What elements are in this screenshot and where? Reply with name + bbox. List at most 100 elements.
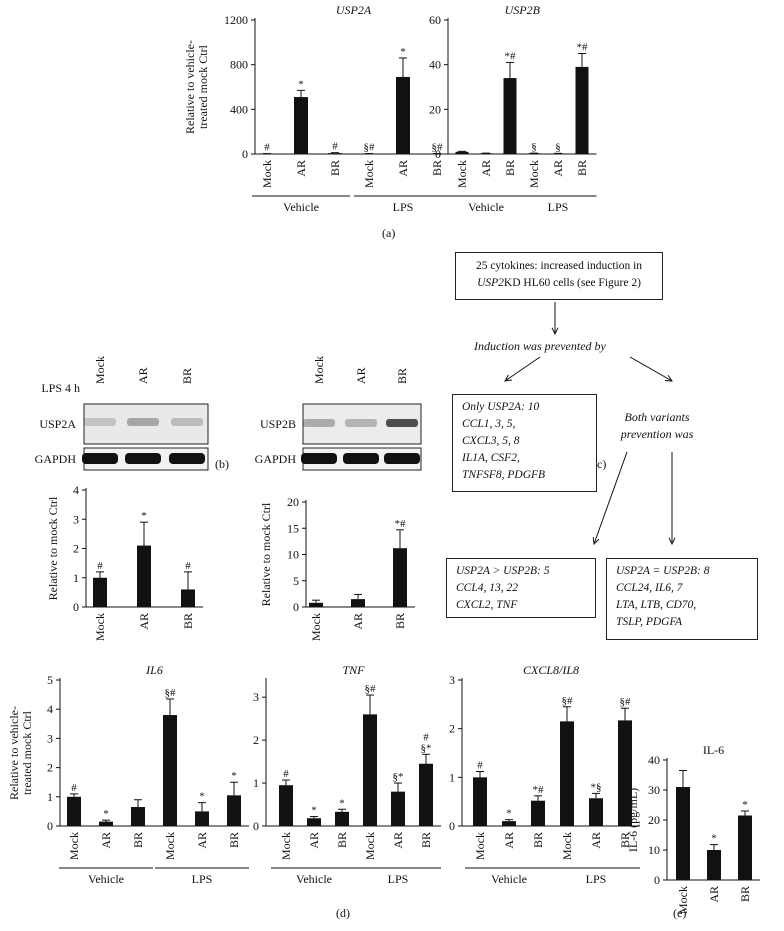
significance-marker: #: [423, 731, 429, 743]
bar: [279, 785, 293, 826]
significance-marker: *: [199, 791, 205, 803]
western-blots: LPS 4 h Mock Mock AR AR BR BR USP2A GAPDH USP2B GA…: [35, 356, 422, 471]
flow-both-line1: Both variants: [624, 410, 690, 424]
flow-only-line: Only USP2A: 10: [462, 401, 540, 413]
flow-arrowhead: [668, 537, 676, 546]
significance-marker: #: [97, 560, 103, 572]
bar: [479, 153, 493, 154]
group-label: LPS: [548, 200, 569, 214]
y-tick-label: 40: [648, 753, 660, 767]
flow-eq-line: LTA, LTB, CD70,: [616, 599, 697, 611]
bar: [137, 545, 151, 607]
chart-title: IL-6: [703, 743, 724, 757]
x-tick-label: BR: [393, 613, 407, 629]
x-tick-label: Mock: [560, 832, 574, 860]
y-tick-label: 800: [230, 58, 248, 72]
flow-arrow: [504, 356, 541, 382]
blot-band: [303, 419, 335, 427]
y-tick-label: 10: [287, 548, 299, 562]
flow-only-line: TNFSF8, PDGFB: [462, 469, 546, 481]
significance-marker: *: [400, 46, 406, 58]
flow-both-line2: prevention was: [620, 427, 694, 441]
bar: [455, 151, 469, 154]
flow-eq-box: USP2A = USP2B: 8 CCL24, IL6, 7 LTA, LTB,…: [606, 558, 758, 640]
flow-top-line2: USP2KD HL60 cells (see Figure 2): [456, 275, 662, 292]
x-tick-label: AR: [479, 160, 493, 177]
flow-arrowhead: [504, 374, 512, 382]
flow-prevented-label: Induction was prevented by: [474, 339, 606, 353]
x-tick-label: BR: [575, 160, 589, 176]
x-tick-label: AR: [307, 832, 321, 849]
x-tick-label: Mock: [67, 832, 81, 860]
significance-marker: #: [71, 782, 77, 794]
significance-marker: *: [103, 808, 109, 820]
panel-label-e: (e): [673, 906, 687, 920]
blot-row-label: GAPDH: [35, 452, 77, 466]
x-tick-label: Mock: [362, 160, 376, 188]
x-tick-label: AR: [137, 613, 151, 630]
blot-band: [82, 453, 118, 464]
x-tick-label: BR: [618, 832, 632, 848]
y-axis-label: Relative to mock Ctrl: [259, 502, 273, 606]
x-tick-label: Mock: [93, 613, 107, 641]
panel-label-a: (a): [382, 226, 396, 240]
x-tick-label: Mock: [163, 832, 177, 860]
flow-top-line2-rest: KD HL60 cells (see Figure 2): [503, 277, 641, 289]
flow-arrow: [593, 451, 628, 545]
chart-title: USP2B: [505, 3, 541, 17]
significance-marker: *: [141, 510, 147, 522]
x-tick-label: BR: [328, 160, 342, 176]
y-tick-label: 0: [654, 873, 660, 887]
y-tick-label: 1: [253, 776, 259, 790]
bar: [618, 720, 632, 826]
x-tick-label: AR: [707, 886, 721, 903]
y-axis-label: Relative to vehicle-: [7, 706, 21, 800]
significance-marker: *: [742, 799, 748, 811]
flow-gt-box: USP2A > USP2B: 5 CCL4, 13, 22 CXCL2, TNF: [446, 558, 596, 618]
x-tick-label: Mock: [279, 832, 293, 860]
y-tick-label: 1: [73, 571, 79, 585]
y-tick-label: 0: [253, 819, 259, 833]
chart-e1: 0 10 20 30 40 IL-6 IL-6 (pg/mL) Mock * AR * BR: [626, 743, 760, 914]
chart-title: TNF: [342, 663, 365, 677]
chart-b2: 0 5 10 15 20 Relative to mock Ctrl Mock AR *# BR: [259, 495, 415, 641]
blot-lane-label: BR: [180, 368, 194, 384]
bar: [503, 78, 517, 154]
significance-marker: #: [264, 142, 270, 154]
bar: [294, 97, 308, 154]
flow-eq-line: CCL24, IL6, 7: [616, 582, 683, 594]
chart-title: IL6: [145, 663, 163, 677]
blot-lane-label: Mock: [312, 356, 326, 384]
bar: [707, 850, 721, 880]
flow-both-label: Both variants prevention was: [612, 409, 702, 443]
bar: [589, 798, 603, 826]
x-tick-label: BR: [227, 832, 241, 848]
bar: [163, 715, 177, 826]
y-tick-label: 1: [47, 790, 53, 804]
significance-marker: #: [185, 560, 191, 572]
blot-frame-usp2a: [83, 403, 209, 445]
chart-d3: 0 1 2 3 CXCL8/IL8 # Mock * AR *# BR §# Mock *§ AR §# BR V…: [449, 663, 640, 886]
x-tick-label: AR: [589, 832, 603, 849]
flow-only-line: IL1A, CSF2,: [462, 452, 520, 464]
significance-marker: §#: [165, 687, 177, 699]
bar: [363, 714, 377, 826]
bar: [676, 787, 690, 880]
y-tick-label: 2: [47, 761, 53, 775]
x-tick-label: Mock: [363, 832, 377, 860]
chart-title: USP2A: [336, 3, 372, 17]
y-tick-label: 4: [47, 702, 53, 716]
y-axis-label: Relative to vehicle-: [183, 40, 197, 134]
blot-row-label: USP2B: [260, 417, 296, 431]
chart-d1: 0 1 2 3 4 5 IL6 Relative to vehicle-treated moc…: [7, 663, 249, 886]
y-tick-label: 0: [242, 147, 248, 161]
blot-row-label: GAPDH: [255, 452, 297, 466]
y-tick-label: 20: [648, 813, 660, 827]
bar: [181, 589, 195, 607]
blot-row-label: USP2A: [39, 417, 76, 431]
significance-marker: §#: [620, 696, 632, 708]
significance-marker: *: [339, 797, 345, 809]
y-tick-label: 3: [73, 512, 79, 526]
x-tick-label: BR: [503, 160, 517, 176]
